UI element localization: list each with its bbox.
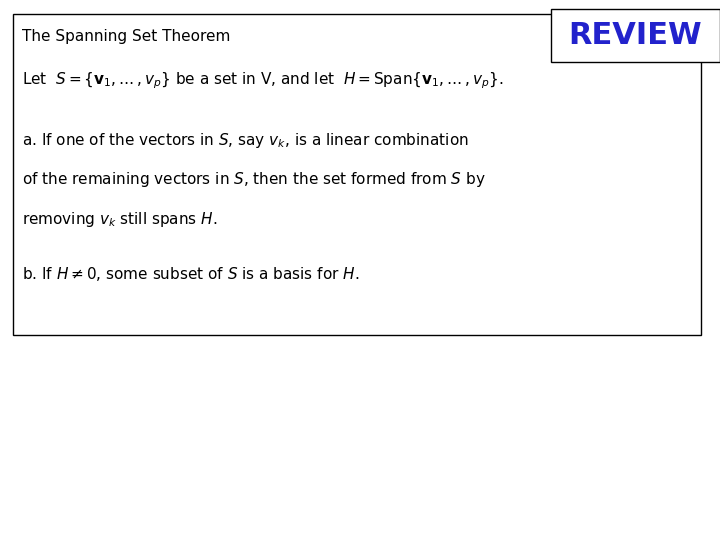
FancyBboxPatch shape (551, 9, 720, 62)
Text: b. If $H \neq 0$, some subset of $S$ is a basis for $H$.: b. If $H \neq 0$, some subset of $S$ is … (22, 266, 359, 284)
Text: removing $v_k$ still spans $H$.: removing $v_k$ still spans $H$. (22, 210, 217, 229)
Text: Let  $S = \{\mathbf{v}_{1}, \ldots\,, v_p\}$ be a set in V, and let  $H = \mathr: Let $S = \{\mathbf{v}_{1}, \ldots\,, v_p… (22, 71, 503, 91)
FancyBboxPatch shape (13, 14, 701, 335)
Text: a. If one of the vectors in $S$, say $v_k$, is a linear combination: a. If one of the vectors in $S$, say $v_… (22, 131, 469, 150)
Text: The Spanning Set Theorem: The Spanning Set Theorem (22, 29, 230, 44)
Text: REVIEW: REVIEW (569, 21, 702, 50)
Text: of the remaining vectors in $S$, then the set formed from $S$ by: of the remaining vectors in $S$, then th… (22, 170, 485, 190)
